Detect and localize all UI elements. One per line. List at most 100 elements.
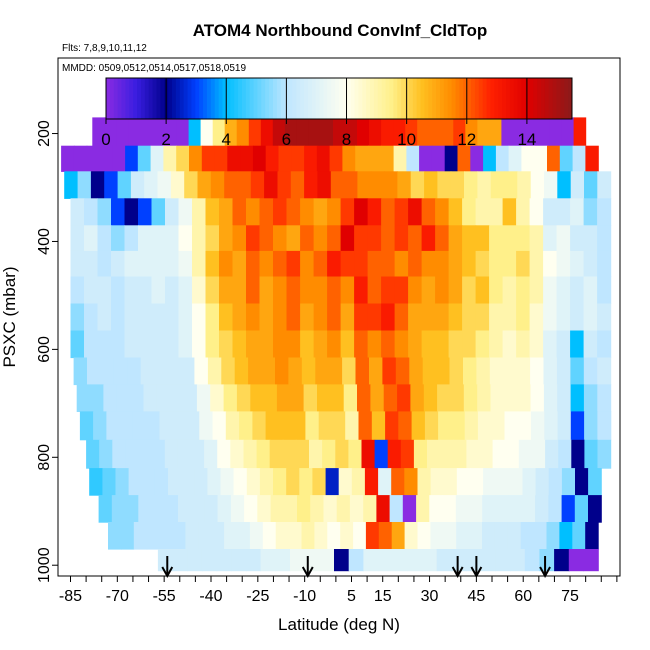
heatmap-cell [408, 330, 423, 359]
colorbar-segment [172, 78, 177, 119]
heatmap-cell [463, 384, 478, 412]
heatmap-cell [517, 384, 532, 412]
heatmap-cell [395, 357, 410, 386]
heatmap-cell [178, 250, 193, 278]
heatmap-cell [597, 198, 612, 226]
colorbar-segment [405, 78, 410, 119]
heatmap-cell [204, 495, 219, 523]
heatmap-cell [437, 171, 452, 199]
heatmap-cell [348, 439, 363, 469]
colorbar-segment [467, 78, 472, 119]
heatmap-cell [455, 495, 470, 523]
heatmap-cell [102, 468, 117, 496]
heatmap-cell [466, 549, 482, 572]
colorbar-segment [362, 78, 367, 119]
colorbar-segment [195, 78, 200, 119]
heatmap-cell [517, 411, 532, 441]
heatmap-cell [501, 117, 514, 147]
heatmap-cell [286, 468, 300, 496]
heatmap-cell [357, 384, 371, 412]
heatmap-cell [124, 276, 139, 305]
heatmap-cell [178, 303, 193, 332]
heatmap-cell [201, 145, 216, 172]
heatmap-cell [574, 495, 589, 523]
heatmap-cell [128, 468, 143, 496]
heatmap-cell [223, 384, 238, 412]
heatmap-cell [125, 145, 139, 172]
colorbar-segment [214, 78, 220, 119]
heatmap-cell [181, 468, 195, 496]
heatmap-cell [597, 411, 612, 441]
heatmap-cell [170, 384, 185, 412]
heatmap-cell [597, 303, 612, 332]
heatmap-cell [146, 411, 161, 441]
heatmap-cell [246, 225, 261, 252]
heatmap-cell [393, 117, 406, 147]
heatmap-cell [284, 117, 298, 147]
heatmap-cell [301, 357, 316, 386]
heatmap-cell [184, 171, 199, 199]
heatmap-cell [99, 439, 113, 469]
heatmap-cell [544, 171, 558, 199]
heatmap-cell [237, 171, 252, 199]
heatmap-cell [64, 171, 79, 199]
heatmap-cell [391, 468, 405, 496]
x-axis: -85 -70 -55 -40 -25 -10 5 15 30 45 60 75 [59, 576, 618, 605]
heatmap-cell [237, 522, 251, 550]
heatmap-cell [323, 495, 338, 523]
heatmap-cell [338, 468, 353, 496]
colorbar-segment [238, 78, 243, 119]
heatmap-cell [342, 145, 356, 172]
heatmap-cell [521, 495, 536, 523]
heatmap-cell [210, 171, 225, 199]
heatmap-cell [230, 495, 245, 523]
heatmap-cell [144, 171, 159, 199]
heatmap-cell [192, 225, 207, 252]
heatmap-cell [570, 330, 585, 359]
heatmap-cell [106, 411, 121, 441]
heatmap-cell [583, 303, 598, 332]
colorbar-segment [428, 78, 433, 119]
heatmap-cell [423, 384, 438, 412]
colorbar-segment [401, 78, 406, 119]
heatmap-cell [504, 411, 519, 441]
heatmap-cell [90, 384, 104, 412]
heatmap-cell [584, 411, 598, 441]
x-tick-label: -10 [293, 588, 316, 605]
heatmap-cell [475, 330, 490, 359]
heatmap-cell [525, 117, 539, 147]
heatmap-cell [475, 303, 490, 332]
heatmap-cell [327, 250, 342, 278]
heatmap-cell [543, 357, 558, 386]
colorbar-segment [537, 78, 542, 119]
heatmap-cell [165, 225, 180, 252]
heatmap-cell [448, 330, 463, 359]
heatmap-cell [410, 171, 425, 199]
heatmap-cell [207, 468, 222, 496]
heatmap-cell [232, 303, 247, 332]
heatmap-cell [164, 117, 178, 147]
heatmap-cell [409, 357, 424, 386]
heatmap-cell [502, 198, 517, 226]
heatmap-cell [354, 225, 369, 252]
arrow-marker [301, 556, 314, 579]
heatmap-cell [246, 303, 261, 332]
heatmap-cell [246, 549, 262, 572]
heatmap-cell [495, 549, 511, 572]
heatmap-cell [404, 522, 419, 550]
heatmap-cell [86, 145, 101, 172]
colorbar-segment [125, 78, 130, 119]
heatmap-cell [529, 303, 544, 332]
colorbar-segment [245, 78, 251, 119]
colorbar [106, 78, 573, 119]
heatmap-cell [568, 549, 585, 572]
heatmap-cell [570, 225, 585, 252]
heatmap-cell [490, 171, 505, 199]
colorbar-segment [319, 78, 324, 119]
colorbar-segment [397, 78, 402, 119]
heatmap-cell [374, 439, 389, 469]
heatmap-cell [120, 522, 135, 550]
heatmap-cell [448, 198, 463, 226]
heatmap-cell [165, 330, 180, 359]
heatmap-cell [286, 303, 301, 332]
